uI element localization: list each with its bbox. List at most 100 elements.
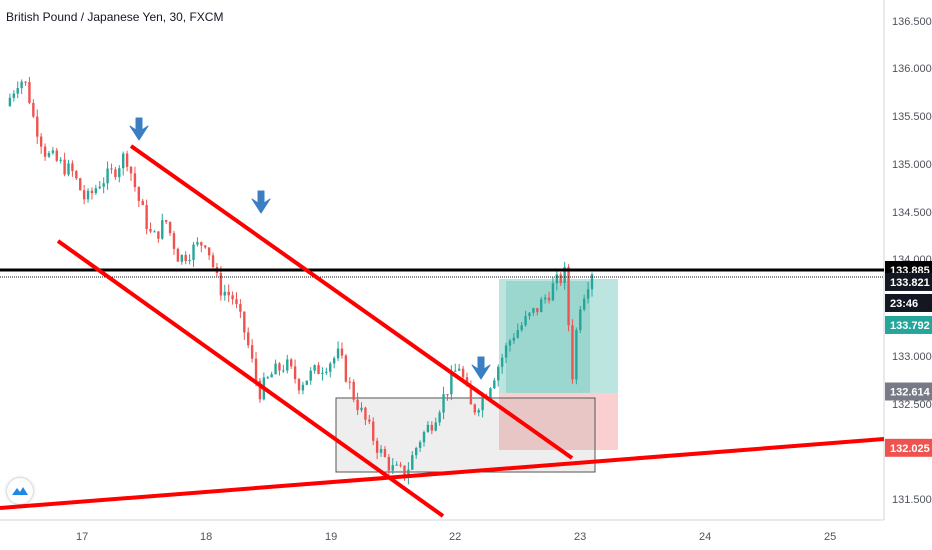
- y-axis: 136.500 136.000 135.500 135.000 134.500 …: [892, 16, 932, 506]
- candle-body: [63, 159, 66, 175]
- y-tick-label: 133.000: [892, 351, 932, 363]
- candle-body: [411, 455, 414, 470]
- candle-body: [422, 432, 426, 443]
- candle-body: [582, 298, 586, 310]
- candle-body: [457, 368, 461, 371]
- candle-body: [149, 229, 152, 232]
- candle-body: [325, 371, 328, 373]
- candle-body: [532, 308, 535, 313]
- candle-body: [168, 221, 172, 234]
- candle-body: [504, 345, 508, 358]
- candle-body: [141, 200, 144, 206]
- x-tick-label: 22: [449, 531, 461, 543]
- candle-body: [434, 422, 437, 431]
- x-tick-label: 19: [325, 531, 337, 543]
- candle-body: [395, 464, 398, 466]
- candle-body: [196, 242, 199, 245]
- candle-body: [254, 358, 258, 381]
- candle-body: [352, 381, 355, 400]
- candle-body: [313, 365, 316, 371]
- candle-body: [102, 183, 105, 187]
- candle-body: [153, 231, 156, 233]
- candle-body: [223, 291, 226, 296]
- candle-body: [360, 407, 363, 411]
- price-tag-label: 132.025: [890, 443, 930, 455]
- price-tag-label: 132.614: [890, 387, 931, 399]
- candle-body: [415, 447, 418, 456]
- price-tag-label: 23:46: [890, 298, 918, 310]
- candle-body: [145, 205, 148, 230]
- candle-body: [55, 150, 58, 161]
- consolidation-rectangle[interactable]: [335, 397, 596, 473]
- candle-body: [24, 81, 27, 83]
- candle-body: [575, 330, 578, 380]
- candle-body: [219, 273, 223, 296]
- candle-body: [90, 190, 94, 194]
- candle-body: [469, 385, 473, 405]
- candle-body: [438, 412, 441, 423]
- candle-body: [243, 311, 246, 333]
- candle-body: [8, 97, 12, 107]
- candle-body: [266, 377, 269, 379]
- candle-body: [372, 421, 375, 441]
- candle-body: [71, 163, 74, 172]
- candle-body: [211, 255, 215, 268]
- candle-body: [176, 248, 180, 262]
- candle-body: [493, 380, 496, 389]
- candle-body: [258, 380, 262, 400]
- candle-body: [516, 330, 519, 338]
- candle-body: [586, 289, 590, 299]
- candle-body: [348, 381, 351, 383]
- y-tick-label: 132.500: [892, 399, 932, 411]
- arrow-down-icon[interactable]: [129, 117, 149, 141]
- x-tick-label: 18: [200, 531, 212, 543]
- candle-body: [297, 379, 301, 391]
- candle-body: [489, 388, 492, 398]
- x-tick-label: 24: [699, 531, 711, 543]
- candle-body: [51, 150, 55, 154]
- lower-channel-trendline[interactable]: [56, 239, 445, 518]
- upper-channel-trendline[interactable]: [129, 144, 574, 460]
- candle-body: [172, 233, 176, 249]
- candle-body: [332, 358, 336, 364]
- arrow-down-icon[interactable]: [251, 190, 271, 214]
- candle-body: [559, 274, 562, 283]
- candle-body: [164, 220, 168, 222]
- candle-body: [192, 244, 195, 260]
- candle-body: [274, 363, 277, 375]
- y-tick-label: 135.000: [892, 159, 932, 171]
- y-tick-label: 136.000: [892, 63, 932, 75]
- candle-body: [79, 178, 82, 191]
- price-tag: [885, 438, 932, 457]
- candle-body: [403, 465, 406, 479]
- candle-body: [512, 337, 516, 341]
- candle-body: [122, 153, 125, 169]
- x-axis: 17 18 19 22 23 24 25: [76, 531, 836, 543]
- y-tick-label: 134.500: [892, 207, 932, 219]
- candle-body: [250, 345, 254, 359]
- candle-body: [282, 370, 285, 372]
- candle-body: [309, 370, 312, 381]
- arrow-down-icon[interactable]: [471, 356, 491, 380]
- price-tag: [885, 293, 932, 312]
- rising-support-trendline[interactable]: [0, 437, 885, 510]
- candle-body: [555, 274, 559, 284]
- candle-body: [157, 231, 160, 239]
- candle-body: [524, 316, 527, 326]
- candle-body: [36, 116, 39, 137]
- candle-body: [426, 424, 430, 433]
- candle-body: [133, 173, 137, 188]
- candle-body: [528, 312, 531, 317]
- candle-body: [75, 171, 78, 179]
- candle-body: [407, 469, 410, 479]
- price-tag-label: 133.792: [890, 320, 930, 332]
- tradingview-logo-icon[interactable]: [7, 478, 33, 504]
- candle-body: [12, 93, 16, 98]
- candle-body: [204, 245, 207, 248]
- candle-body: [356, 399, 359, 411]
- candle-body: [289, 359, 293, 367]
- candle-body: [86, 190, 90, 200]
- candle-body: [20, 81, 23, 89]
